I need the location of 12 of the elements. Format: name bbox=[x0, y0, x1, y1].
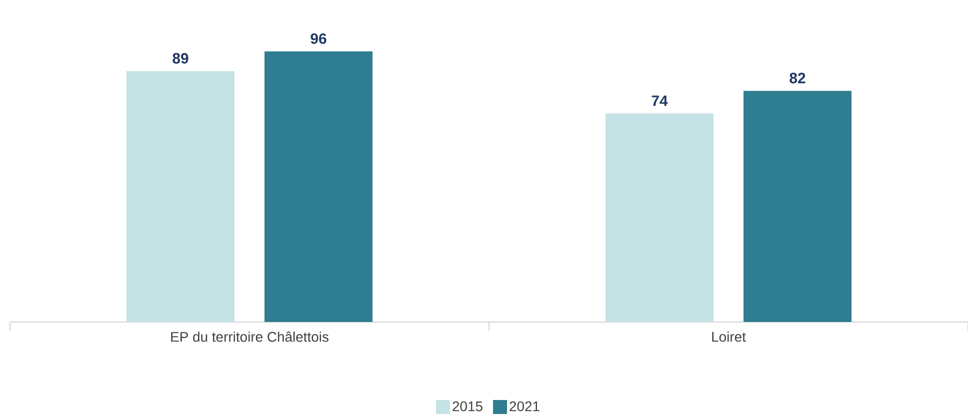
data-label: 89 bbox=[172, 53, 188, 64]
data-label: 74 bbox=[652, 96, 668, 106]
legend-label: 2021 bbox=[510, 401, 540, 412]
bar bbox=[606, 113, 714, 322]
x-tick-label: EP du territoire Châlettois bbox=[171, 332, 328, 342]
bar bbox=[264, 51, 373, 322]
data-label: 96 bbox=[310, 33, 326, 44]
data-label: 82 bbox=[790, 72, 806, 84]
bar bbox=[744, 90, 852, 322]
x-tick-label: Loiret bbox=[712, 332, 746, 342]
legend-label: 2015 bbox=[452, 401, 482, 412]
bar bbox=[126, 71, 235, 322]
